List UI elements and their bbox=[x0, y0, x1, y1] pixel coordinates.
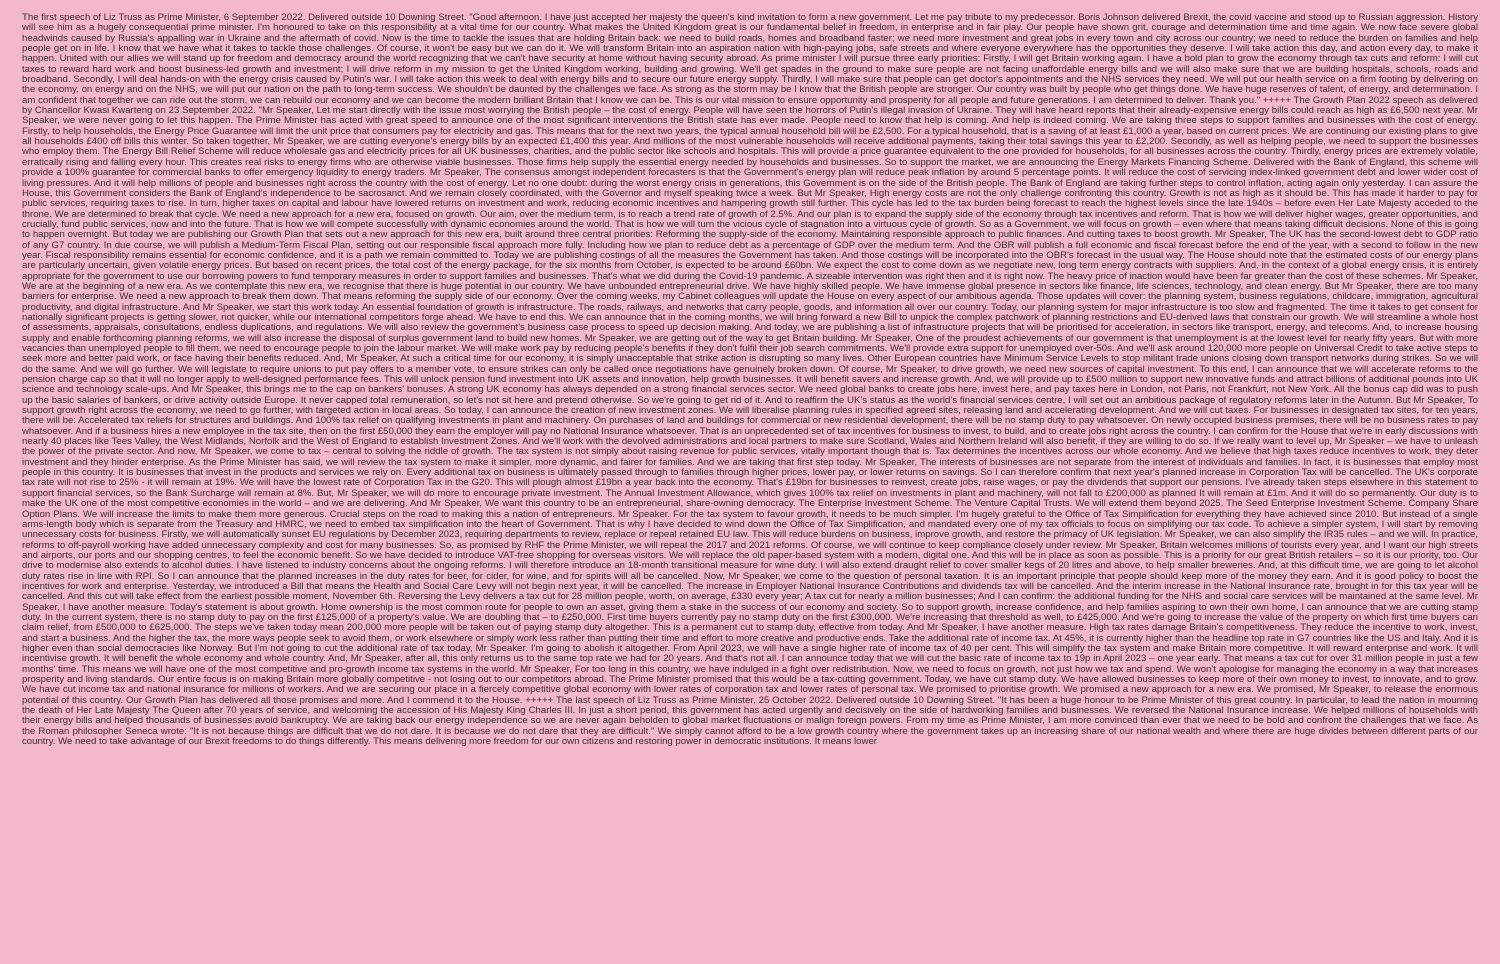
speech-text-page: The first speech of Liz Truss as Prime M… bbox=[22, 13, 1478, 953]
speech-transcript-text: The first speech of Liz Truss as Prime M… bbox=[22, 13, 1478, 748]
